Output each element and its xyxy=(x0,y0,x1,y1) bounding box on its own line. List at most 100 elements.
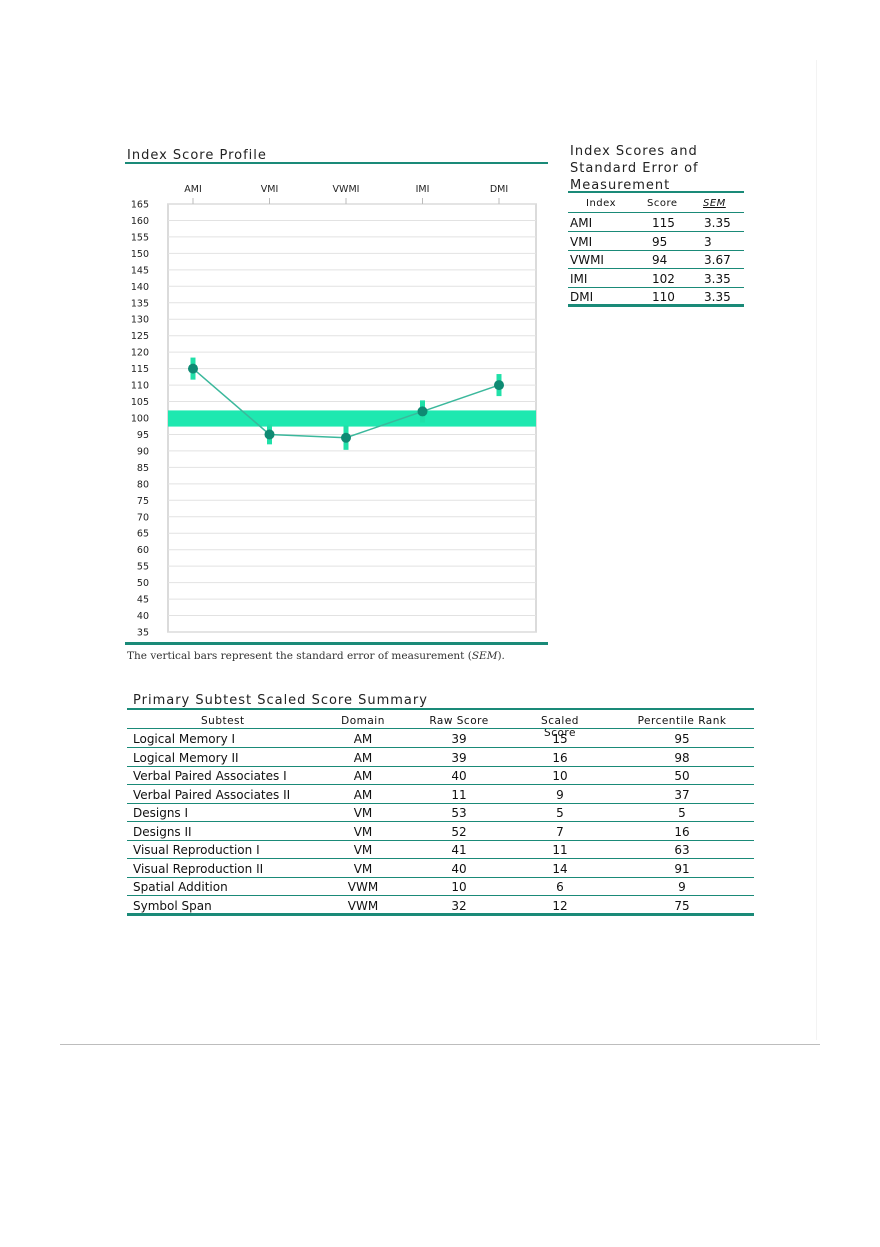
subtest-raw-score: 53 xyxy=(451,806,467,820)
index-score: 95 xyxy=(652,234,668,249)
y-tick-label: 40 xyxy=(137,611,149,622)
index-name: VMI xyxy=(570,234,593,249)
subtest-domain: VWM xyxy=(347,898,379,913)
caption-suffix: ). xyxy=(497,650,505,662)
row-divider xyxy=(568,212,744,213)
row-divider xyxy=(127,728,754,729)
caption-text: The vertical bars represent the standard… xyxy=(127,650,472,662)
y-tick-label: 160 xyxy=(131,216,149,227)
row-divider xyxy=(568,268,744,269)
subtest-name: Logical Memory II xyxy=(133,750,239,765)
header-raw-score: Raw Score xyxy=(429,715,489,727)
subtest-name: Visual Reproduction II xyxy=(133,861,264,876)
row-divider xyxy=(568,231,744,232)
x-tick-label: IMI xyxy=(416,184,430,195)
subtest-table-row: Designs I VM 53 5 5 xyxy=(127,804,754,822)
y-tick-label: 120 xyxy=(131,348,149,359)
row-divider xyxy=(127,858,754,859)
subtest-domain: AM xyxy=(353,732,373,746)
header-scaled-score: Scaled Score xyxy=(541,715,579,739)
subtest-domain: AM xyxy=(353,787,373,802)
subtest-percentile-rank: 16 xyxy=(674,824,690,839)
subtest-table-row: Spatial Addition VWM 10 6 9 xyxy=(127,878,754,896)
subtest-table-row: Verbal Paired Associates II AM 11 9 37 xyxy=(127,786,754,804)
y-tick-label: 55 xyxy=(137,562,149,573)
row-divider xyxy=(127,839,754,841)
subtest-scaled-score: 9 xyxy=(556,787,564,802)
y-tick-label: 50 xyxy=(137,578,149,589)
index-sem: 3 xyxy=(704,234,712,249)
subtest-percentile-rank: 37 xyxy=(674,787,690,802)
data-point xyxy=(188,363,198,374)
index-table-title-line: Standard Error of xyxy=(570,161,699,176)
subtest-name: Designs II xyxy=(133,824,192,839)
subtest-raw-score: 41 xyxy=(451,843,467,857)
subtest-raw-score: 52 xyxy=(451,824,467,839)
average-range-band xyxy=(168,410,536,427)
subtest-table-row: Logical Memory II AM 39 16 98 xyxy=(127,749,754,767)
subtest-scaled-score: 5 xyxy=(556,806,564,820)
profile-title-rule xyxy=(125,162,548,164)
x-tick-label: AMI xyxy=(184,184,202,195)
row-divider xyxy=(127,895,754,896)
index-name: IMI xyxy=(570,271,588,286)
subtest-raw-score: 11 xyxy=(451,787,467,802)
row-divider xyxy=(127,876,754,878)
subtest-domain: VM xyxy=(353,861,373,876)
profile-bottom-rule xyxy=(125,642,548,645)
header-sem: SEM xyxy=(703,198,726,209)
index-name: DMI xyxy=(570,290,594,304)
subtest-scaled-score: 15 xyxy=(552,732,568,746)
subtest-table-row: Visual Reproduction II VM 40 14 91 xyxy=(127,860,754,878)
x-tick-label: DMI xyxy=(490,184,508,195)
subtest-domain: VM xyxy=(353,824,373,839)
subtest-name: Logical Memory I xyxy=(133,732,236,746)
subtest-domain: VM xyxy=(353,806,373,820)
y-tick-label: 80 xyxy=(137,479,149,490)
page-footer-rule xyxy=(60,1044,820,1045)
index-sem: 3.67 xyxy=(704,253,731,267)
y-tick-label: 95 xyxy=(137,430,149,441)
index-table-row: AMI 115 3.35 xyxy=(568,214,744,232)
y-tick-label: 60 xyxy=(137,545,149,556)
subtest-percentile-rank: 75 xyxy=(674,898,690,913)
subtest-table-row: Visual Reproduction I VM 41 11 63 xyxy=(127,841,754,859)
index-name: VWMI xyxy=(570,253,604,267)
index-score: 110 xyxy=(652,290,675,304)
y-tick-label: 150 xyxy=(131,249,149,260)
index-score: 94 xyxy=(652,253,668,267)
subtest-name: Spatial Addition xyxy=(133,880,228,894)
header-percentile-rank: Percentile Rank xyxy=(637,715,727,727)
subtest-percentile-rank: 95 xyxy=(674,732,690,746)
subtest-domain: VWM xyxy=(347,880,379,894)
index-sem: 3.35 xyxy=(704,290,731,304)
profile-title: Index Score Profile xyxy=(127,148,267,163)
y-tick-label: 70 xyxy=(137,512,149,523)
index-score: 115 xyxy=(652,216,675,230)
subtest-table-bottom-rule xyxy=(127,913,754,916)
index-table-title: Index Scores and Standard Error of Measu… xyxy=(570,143,699,194)
subtest-raw-score: 40 xyxy=(451,769,467,783)
subtest-table-row: Logical Memory I AM 39 15 95 xyxy=(127,730,754,748)
index-score: 102 xyxy=(652,271,675,286)
index-table-title-line: Measurement xyxy=(570,178,671,193)
subtest-raw-score: 10 xyxy=(451,880,467,894)
subtest-name: Verbal Paired Associates I xyxy=(133,769,287,783)
subtest-scaled-score: 6 xyxy=(556,880,564,894)
y-tick-label: 45 xyxy=(137,595,149,606)
subtest-percentile-rank: 63 xyxy=(674,843,690,857)
subtest-domain: AM xyxy=(353,769,373,783)
index-table-bottom-rule xyxy=(568,304,744,307)
row-divider xyxy=(127,821,754,822)
subtest-scaled-score: 14 xyxy=(552,861,568,876)
index-name: AMI xyxy=(570,216,593,230)
index-table-title-line: Index Scores and xyxy=(570,144,698,159)
index-table-row: IMI 102 3.35 xyxy=(568,270,744,288)
y-tick-label: 130 xyxy=(131,315,149,326)
chart-caption: The vertical bars represent the standard… xyxy=(127,650,505,662)
y-tick-label: 100 xyxy=(131,414,149,425)
row-divider xyxy=(568,286,744,288)
y-tick-label: 85 xyxy=(137,463,149,474)
index-sem: 3.35 xyxy=(704,216,731,230)
subtest-percentile-rank: 5 xyxy=(678,806,686,820)
